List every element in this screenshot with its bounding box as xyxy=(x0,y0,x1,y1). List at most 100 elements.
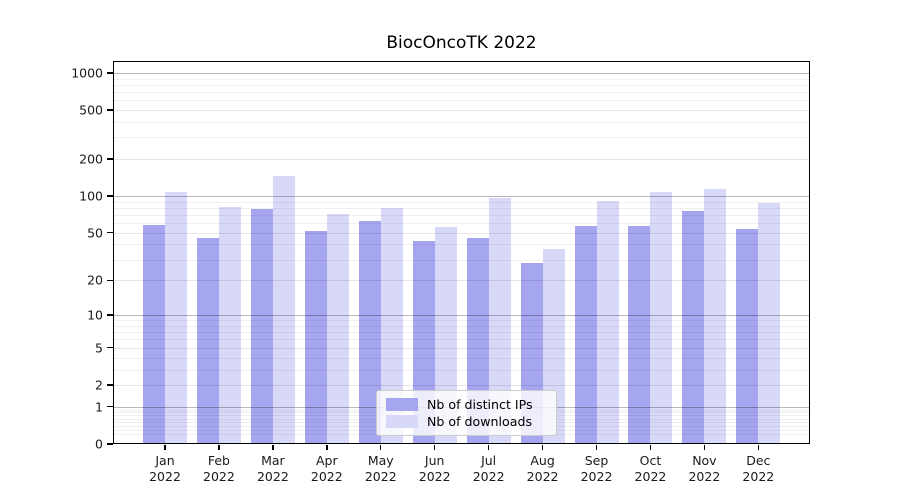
legend-swatch-distinct-ips xyxy=(386,398,418,411)
y-axis-tick xyxy=(107,406,113,408)
gridline xyxy=(113,223,810,225)
legend-label-distinct-ips: Nb of distinct IPs xyxy=(427,397,533,412)
x-axis-tick xyxy=(595,445,598,450)
x-axis-tick-label: Mar 2022 xyxy=(256,453,289,485)
bar-downloads xyxy=(326,214,349,444)
bar-distinct-ips xyxy=(736,228,759,444)
gridline xyxy=(113,72,810,74)
bar-distinct-ips xyxy=(304,230,327,444)
gridline xyxy=(113,280,810,282)
gridline xyxy=(113,159,810,161)
x-axis-tick-label: Jan 2022 xyxy=(149,453,181,485)
y-axis-tick-label: 50 xyxy=(87,225,103,241)
x-axis-tick xyxy=(703,445,706,450)
y-axis-tick xyxy=(107,195,113,197)
gridline xyxy=(113,332,810,334)
gridline xyxy=(113,357,810,359)
x-axis-year-label: 2022 xyxy=(256,469,289,485)
x-axis-tick-label: Aug 2022 xyxy=(526,453,559,485)
gridline xyxy=(113,91,810,93)
x-axis-tick-label: Jun 2022 xyxy=(418,453,451,485)
x-axis-year-label: 2022 xyxy=(418,469,451,485)
legend-entry-distinct-ips: Nb of distinct IPs xyxy=(386,397,547,412)
x-axis-tick-label: Oct 2022 xyxy=(634,453,667,485)
y-axis-tick xyxy=(107,158,113,160)
gridline xyxy=(113,232,810,234)
bar-distinct-ips xyxy=(574,225,597,444)
x-axis-year-label: 2022 xyxy=(472,469,505,485)
x-axis-tick xyxy=(164,445,166,450)
y-axis-tick-label: 0 xyxy=(95,436,103,452)
bar-distinct-ips xyxy=(196,238,219,444)
x-axis-year-label: 2022 xyxy=(580,469,613,485)
legend: Nb of distinct IPs Nb of downloads xyxy=(376,390,557,436)
x-axis-tick xyxy=(218,445,220,450)
y-axis-tick-label: 200 xyxy=(79,151,103,167)
bar-downloads xyxy=(380,207,403,444)
bar-distinct-ips xyxy=(143,224,165,444)
gridline xyxy=(113,121,810,123)
gridline xyxy=(113,110,810,112)
y-axis-tick xyxy=(107,443,113,445)
gridline xyxy=(113,347,810,349)
x-axis-year-label: 2022 xyxy=(688,469,721,485)
x-axis-tick xyxy=(649,445,652,450)
x-axis-year-label: 2022 xyxy=(149,469,181,485)
gridline xyxy=(113,78,810,80)
y-axis-tick-label: 10 xyxy=(87,307,103,323)
x-axis-tick xyxy=(272,445,274,450)
gridline xyxy=(113,214,810,216)
bar-distinct-ips xyxy=(250,209,273,444)
x-axis-year-label: 2022 xyxy=(310,469,343,485)
x-axis-year-label: 2022 xyxy=(742,469,775,485)
y-axis-tick-label: 100 xyxy=(79,188,103,204)
x-axis-tick xyxy=(757,445,760,450)
gridline xyxy=(113,244,810,246)
bar-downloads xyxy=(218,206,241,444)
x-axis-year-label: 2022 xyxy=(526,469,559,485)
gridline xyxy=(113,196,810,198)
gridline xyxy=(113,137,810,139)
y-axis-tick-label: 500 xyxy=(79,102,103,118)
x-axis-tick-label: Sep 2022 xyxy=(580,453,613,485)
bar-downloads xyxy=(758,202,781,444)
bar-downloads xyxy=(596,201,619,444)
bar-downloads xyxy=(434,226,457,444)
legend-entry-downloads: Nb of downloads xyxy=(386,414,547,429)
x-axis-tick xyxy=(541,445,544,450)
bar-downloads xyxy=(704,189,727,444)
y-axis-tick-label: 5 xyxy=(95,340,103,356)
gridline xyxy=(113,84,810,86)
bar-downloads xyxy=(165,192,187,444)
gridline xyxy=(113,259,810,261)
x-axis-tick-label: Dec 2022 xyxy=(742,453,775,485)
bar-distinct-ips xyxy=(628,225,651,444)
y-axis-tick xyxy=(107,314,113,316)
gridline xyxy=(113,100,810,102)
y-axis-tick xyxy=(107,109,113,111)
x-axis-tick-label: Nov 2022 xyxy=(688,453,721,485)
y-axis-tick xyxy=(107,232,113,234)
x-axis-year-label: 2022 xyxy=(634,469,667,485)
gridline xyxy=(113,339,810,341)
y-axis-tick xyxy=(107,279,113,282)
x-axis-tick xyxy=(380,445,382,450)
legend-label-downloads: Nb of downloads xyxy=(427,414,533,429)
x-axis-tick xyxy=(326,445,328,450)
y-axis-tick-label: 1000 xyxy=(71,65,103,81)
y-axis-tick-label: 2 xyxy=(95,377,103,393)
bar-distinct-ips xyxy=(682,210,705,444)
y-axis-tick xyxy=(107,347,113,349)
y-axis-tick xyxy=(107,384,113,386)
gridline xyxy=(113,369,810,371)
x-axis-year-label: 2022 xyxy=(364,469,397,485)
gridline xyxy=(113,207,810,209)
x-axis-tick-label: Feb 2022 xyxy=(203,453,235,485)
x-axis-tick-label: May 2022 xyxy=(364,453,397,485)
bar-downloads xyxy=(488,197,511,444)
y-axis-tick-label: 1 xyxy=(95,399,103,415)
gridline xyxy=(113,201,810,203)
gridline xyxy=(113,320,810,322)
y-axis-tick xyxy=(107,72,113,74)
